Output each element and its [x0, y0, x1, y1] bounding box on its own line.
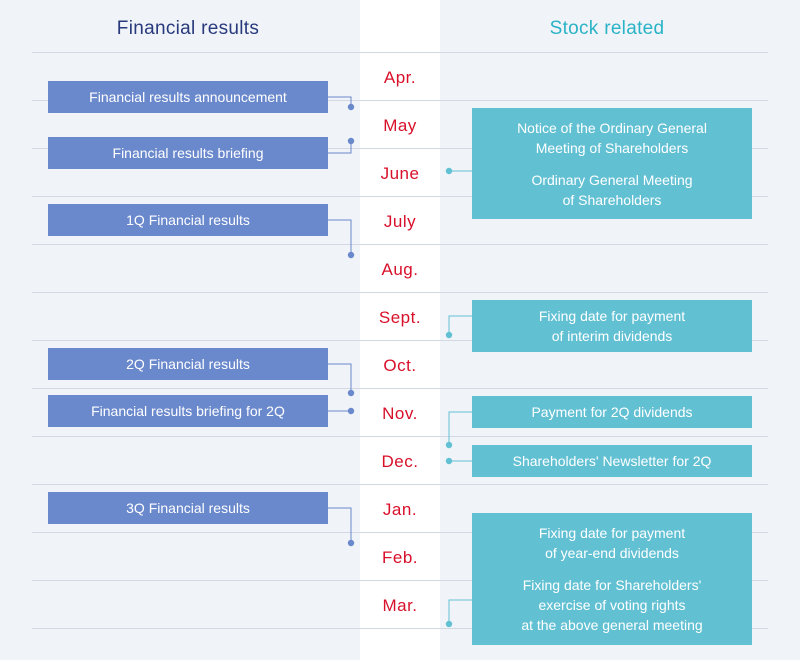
- connector-2q: [328, 363, 352, 393]
- stock-item-line: Payment for 2Q dividends: [531, 404, 693, 420]
- divider-line: [32, 628, 768, 629]
- divider-line: [32, 388, 768, 389]
- stock-item-line: exercise of voting rights: [538, 597, 686, 613]
- month-sept: Sept.: [378, 308, 422, 327]
- stock-item-line: Fixing date for Shareholders': [522, 577, 702, 593]
- month-apr: Apr.: [383, 68, 417, 87]
- dot-interim: [445, 331, 453, 339]
- stock-item-line: of year-end dividends: [545, 545, 679, 561]
- connector-briefing: [328, 141, 352, 154]
- month-nov: Nov.: [382, 404, 418, 423]
- divider-line: [32, 532, 768, 533]
- month-feb: Feb.: [381, 548, 419, 567]
- stock-item-line: of Shareholders: [562, 191, 662, 208]
- divider-line: [32, 292, 768, 293]
- financial-item-2q: 2Q Financial results: [48, 348, 328, 380]
- dot-year-end: [445, 620, 453, 628]
- month-july: July: [383, 212, 417, 231]
- month-may: May: [383, 116, 417, 135]
- stock-item-general-meeting: Notice of the Ordinary General Meeting o…: [472, 108, 752, 219]
- dot-newsletter: [445, 457, 453, 465]
- dot-2q: [347, 389, 355, 397]
- divider-line: [32, 436, 768, 437]
- dot-announcement: [347, 103, 355, 111]
- divider-line: [32, 484, 768, 485]
- connector-year-end: [448, 599, 472, 624]
- month-dec: Dec.: [381, 452, 419, 471]
- divider-line: [32, 244, 768, 245]
- financial-item-1q: 1Q Financial results: [48, 204, 328, 236]
- divider-line: [32, 340, 768, 341]
- stock-item-year-end: Fixing date for payment of year-end divi…: [472, 513, 752, 645]
- connector-announcement: [328, 96, 352, 107]
- dot-general-meeting: [445, 167, 453, 175]
- stock-item-line: Meeting of Shareholders: [535, 139, 689, 156]
- connector-interim: [448, 315, 472, 335]
- financial-item-label: Financial results briefing: [112, 145, 264, 161]
- stock-item-line: Fixing date for payment: [538, 308, 686, 324]
- connector-2q-dividends: [448, 411, 472, 445]
- financial-item-label: Financial results announcement: [89, 89, 287, 105]
- stock-item-line: Fixing date for payment: [538, 525, 686, 541]
- divider-line: [32, 196, 768, 197]
- financial-item-announcement: Financial results announcement: [48, 81, 328, 113]
- stock-related-header: Stock related: [549, 18, 665, 39]
- divider-line: [32, 52, 768, 53]
- connector-1q: [328, 219, 352, 255]
- stock-item-line: Ordinary General Meeting: [531, 171, 693, 188]
- month-jan: Jan.: [382, 500, 418, 519]
- stock-item-line: of interim dividends: [551, 328, 673, 344]
- financial-item-label: Financial results briefing for 2Q: [91, 403, 285, 419]
- financial-item-label: 2Q Financial results: [126, 356, 250, 372]
- financial-item-3q: 3Q Financial results: [48, 492, 328, 524]
- divider-line: [32, 148, 768, 149]
- stock-item-line: Notice of the Ordinary General: [517, 119, 707, 136]
- stock-item-line: at the above general meeting: [521, 617, 703, 633]
- dot-2q-dividends: [445, 441, 453, 449]
- dot-briefing-2q: [347, 407, 355, 415]
- month-june: June: [380, 164, 420, 183]
- month-mar: Mar.: [382, 596, 418, 615]
- financial-results-header: Financial results: [116, 18, 260, 39]
- financial-item-briefing-2q: Financial results briefing for 2Q: [48, 395, 328, 427]
- connector-3q: [328, 507, 352, 543]
- dot-3q: [347, 539, 355, 547]
- stock-item-line: Shareholders' Newsletter for 2Q: [512, 453, 712, 469]
- stock-item-interim-dividends: Fixing date for payment of interim divid…: [472, 300, 752, 352]
- divider-line: [32, 100, 768, 101]
- financial-item-label: 1Q Financial results: [126, 212, 250, 228]
- divider-line: [32, 580, 768, 581]
- stock-item-2q-dividends: Payment for 2Q dividends: [472, 396, 752, 428]
- stock-item-newsletter: Shareholders' Newsletter for 2Q: [472, 445, 752, 477]
- dot-briefing: [347, 137, 355, 145]
- financial-item-label: 3Q Financial results: [126, 500, 250, 516]
- financial-item-briefing: Financial results briefing: [48, 137, 328, 169]
- month-aug: Aug.: [381, 260, 419, 279]
- month-column: [360, 0, 440, 660]
- dot-1q: [347, 251, 355, 259]
- month-oct: Oct.: [383, 356, 417, 375]
